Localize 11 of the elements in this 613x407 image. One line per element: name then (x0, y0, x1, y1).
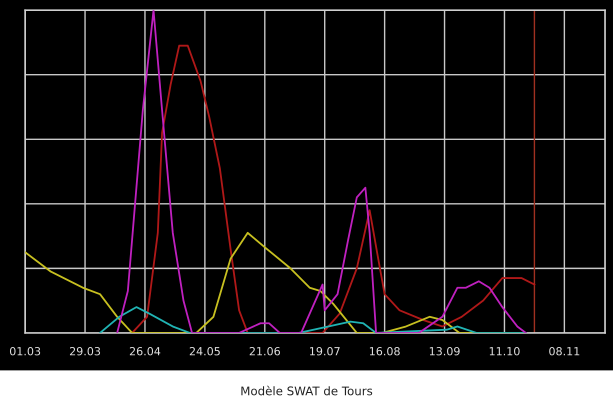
x-tick-label: 21.06 (250, 347, 280, 356)
x-tick-label: 08.11 (549, 347, 580, 356)
x-tick-label: 19.07 (310, 347, 340, 356)
x-tick-label: 01.03 (10, 347, 40, 356)
x-tick-label: 16.08 (370, 347, 400, 356)
x-tick-label: 26.04 (130, 347, 160, 356)
x-tick-label: 29.03 (70, 347, 100, 356)
x-tick-label: 13.09 (430, 347, 460, 356)
x-tick-label: 24.05 (190, 347, 220, 356)
text: Modèle SWAT de Tours (241, 386, 372, 396)
x-tick-label: 11.10 (490, 347, 520, 356)
